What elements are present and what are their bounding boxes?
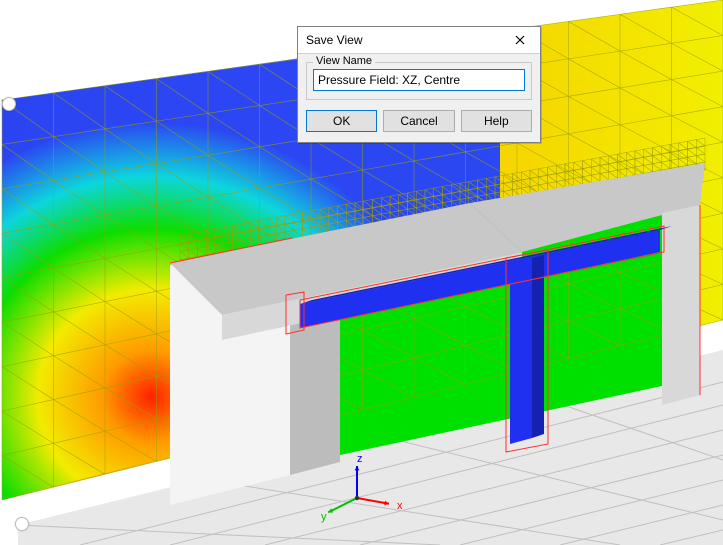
svg-text:x: x bbox=[397, 500, 403, 512]
save-view-dialog: Save View View Name OK Cancel Help bbox=[297, 26, 541, 143]
view-handle[interactable] bbox=[15, 517, 29, 531]
svg-text:y: y bbox=[321, 511, 327, 523]
dialog-titlebar[interactable]: Save View bbox=[298, 27, 540, 54]
svg-text:z: z bbox=[357, 453, 363, 465]
dialog-button-row: OK Cancel Help bbox=[298, 106, 540, 142]
dialog-title: Save View bbox=[306, 33, 362, 47]
view-name-group: View Name bbox=[306, 62, 532, 100]
view-handle[interactable] bbox=[2, 97, 16, 111]
help-button[interactable]: Help bbox=[461, 110, 532, 132]
view-name-input[interactable] bbox=[313, 69, 525, 91]
cancel-button[interactable]: Cancel bbox=[383, 110, 454, 132]
close-icon[interactable] bbox=[506, 30, 534, 50]
view-name-label: View Name bbox=[313, 55, 375, 67]
ok-button[interactable]: OK bbox=[306, 110, 377, 132]
